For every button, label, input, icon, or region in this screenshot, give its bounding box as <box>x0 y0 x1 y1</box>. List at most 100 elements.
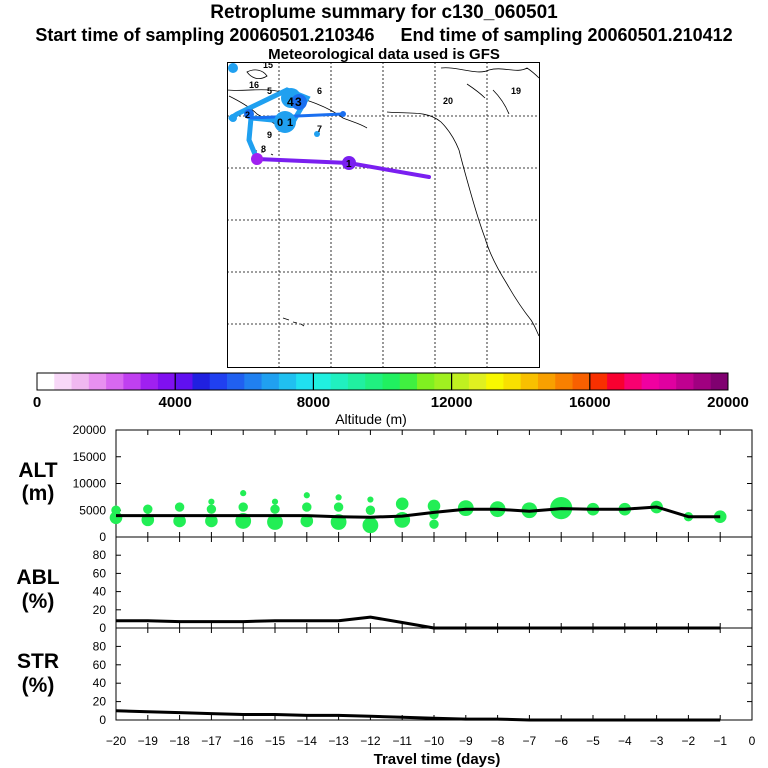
plume-label: 2 <box>245 110 250 120</box>
alt-ylabel: ALT <box>18 459 57 482</box>
coastlines <box>227 67 540 337</box>
colorbar-swatch <box>175 373 193 390</box>
colorbar-swatch <box>227 373 245 390</box>
colorbar-swatch <box>468 373 487 390</box>
plume-point <box>303 492 310 499</box>
plume-point <box>333 502 344 512</box>
x-tick-label: −14 <box>297 734 318 748</box>
met-data-label: Meteorological data used is GFS <box>268 46 500 63</box>
x-tick-label: −8 <box>491 734 505 748</box>
x-tick-label: −20 <box>106 734 127 748</box>
trajectory-map: 15 16 5 6 4 3 1 2 0 7 8 9 20 19 1 <box>227 62 540 368</box>
alt-ytick-label: 10000 <box>73 477 107 491</box>
colorbar-swatch <box>88 373 107 390</box>
abl-ytick-label: 60 <box>93 566 107 580</box>
plume-point <box>367 496 374 503</box>
plume-point <box>143 504 153 514</box>
colorbar-swatch <box>693 373 712 390</box>
plume-point <box>335 494 342 501</box>
plume-label: 6 <box>317 86 322 96</box>
x-tick-label: −1 <box>713 734 727 748</box>
colorbar-tick-label: 4000 <box>159 394 192 411</box>
colorbar-swatch <box>71 373 90 390</box>
plume-point <box>395 497 409 511</box>
x-tick-label: −4 <box>618 734 632 748</box>
colorbar-xlabel: Altitude (m) <box>335 411 407 427</box>
colorbar-swatch <box>157 373 176 390</box>
str-ytick-label: 60 <box>93 658 107 672</box>
abl-ytick-label: 40 <box>93 585 107 599</box>
plume-label: 1 <box>346 159 352 170</box>
plume-point <box>300 514 314 528</box>
plume-point <box>173 514 186 528</box>
plume-point <box>362 517 379 534</box>
colorbar-tick-label: 8000 <box>297 394 330 411</box>
x-tick-label: −9 <box>459 734 473 748</box>
x-tick-label: −12 <box>360 734 381 748</box>
plume-point <box>302 502 312 512</box>
colorbar-swatch <box>54 373 72 390</box>
colorbar-swatch <box>417 373 435 390</box>
abl-ytick-label: 80 <box>93 548 107 562</box>
x-tick-label: −11 <box>392 734 412 748</box>
end-time-label: End time of sampling 20060501.210412 <box>400 25 733 45</box>
travel-time-axis: −20 −19 −18 −17 −16 −15 −14 −13 −12 −11 −10 −9 −8 −7−… <box>106 734 756 748</box>
plume-label: 3 <box>295 95 302 109</box>
plume-point <box>429 519 439 529</box>
colorbar-swatch <box>330 373 349 390</box>
x-tick-label: −19 <box>138 734 159 748</box>
colorbar-tick-label: 16000 <box>569 394 611 411</box>
colorbar-tick-label: 0 <box>33 394 41 411</box>
colorbar-tick-label: 12000 <box>431 394 473 411</box>
abl-series-line <box>116 615 721 630</box>
colorbar-swatch <box>382 373 401 390</box>
x-tick-label: −5 <box>586 734 600 748</box>
colorbar-swatch <box>676 373 694 390</box>
colorbar-swatch <box>607 373 625 390</box>
x-tick-label: −13 <box>328 734 349 748</box>
chart-title: Retroplume summary for c130_060501 <box>210 2 558 23</box>
colorbar-swatch <box>434 373 452 390</box>
colorbar-swatch <box>296 373 314 390</box>
alt-ylabel-unit: (m) <box>22 482 55 505</box>
alt-ytick-label: 0 <box>99 530 106 544</box>
plume-label: 1 <box>287 117 293 129</box>
plume-point <box>238 502 248 512</box>
colorbar-frame <box>36 372 729 391</box>
colorbar-swatch <box>399 373 418 390</box>
x-tick-label: −2 <box>682 734 696 748</box>
abl-ylabel: ABL <box>16 566 59 589</box>
colorbar-swatch <box>261 373 280 390</box>
x-tick-label: 0 <box>749 734 756 748</box>
colorbar-swatch <box>589 373 608 390</box>
abl-panel: 0 20 40 60 80 <box>93 536 753 635</box>
colorbar-swatch <box>140 373 159 390</box>
colorbar-swatch <box>572 373 591 390</box>
plume-label: 4 <box>287 95 294 109</box>
trajectory-markers <box>228 63 356 170</box>
colorbar-swatch <box>192 373 211 390</box>
alt-ytick-label: 20000 <box>73 423 107 437</box>
x-tick-label: −7 <box>523 734 537 748</box>
plume-point <box>271 498 279 505</box>
colorbar-swatch <box>123 373 142 390</box>
plume-label: 7 <box>317 124 322 134</box>
colorbar-swatch <box>641 373 660 390</box>
alt-panel: 0 5000 10000 15000 20000 <box>73 423 753 544</box>
plume-point <box>206 504 217 514</box>
alt-ytick-label: 5000 <box>79 503 106 517</box>
x-tick-label: −3 <box>650 734 664 748</box>
colorbar-swatch <box>106 373 124 390</box>
colorbar-swatch <box>658 373 677 390</box>
alt-series-line <box>116 505 721 519</box>
str-ytick-label: 20 <box>93 695 107 709</box>
abl-ytick-label: 0 <box>99 621 106 635</box>
colorbar-swatch <box>537 373 556 390</box>
colorbar-swatch <box>37 373 55 390</box>
abl-frame <box>115 536 753 629</box>
plume-label: 20 <box>443 96 453 106</box>
plume-label: 9 <box>267 130 272 140</box>
colorbar-swatch <box>486 373 504 390</box>
abl-ylabel-unit: (%) <box>22 590 55 613</box>
x-tick-label: −16 <box>233 734 254 748</box>
